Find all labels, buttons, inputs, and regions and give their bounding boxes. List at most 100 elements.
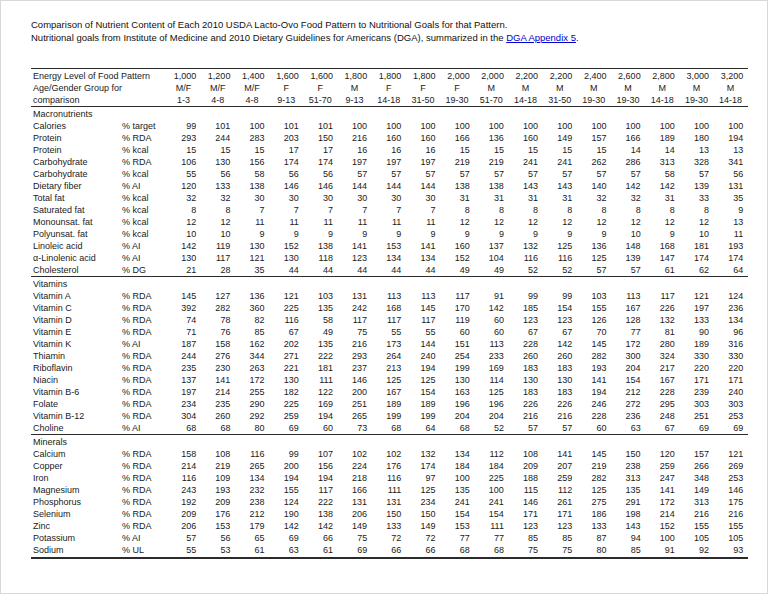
col-age-0: 1-3 [167,94,201,107]
value-cell: 138 [304,508,338,520]
value-cell: 52 [543,264,577,277]
value-cell: 123 [543,520,577,532]
value-cell: 199 [406,410,440,422]
value-cell: 152 [646,520,680,532]
value-cell: 103 [304,290,338,302]
table-row: Polyunsat. fat% kcal10109999999999910910… [31,228,748,240]
value-cell: 60 [577,422,611,435]
nutrient-unit: % DG [120,264,167,277]
value-cell: 189 [680,338,714,350]
nutrient-unit: % RDA [120,386,167,398]
value-cell: 261 [543,496,577,508]
value-cell: 183 [509,362,543,374]
value-cell: 176 [201,508,235,520]
nutrient-unit: % kcal [120,228,167,240]
value-cell: 154 [406,386,440,398]
value-cell: 141 [543,448,577,460]
value-cell: 169 [475,362,509,374]
table-row: Riboflavin% RDA2352302632211812372131941… [31,362,748,374]
value-cell: 174 [304,156,338,168]
value-cell: 172 [235,374,269,386]
table-row: Carbohydrate% kcal5556585656575757575757… [31,168,748,180]
value-cell: 244 [167,350,201,362]
col-energy-6: 1,800 [372,69,406,83]
value-cell: 100 [372,120,406,132]
value-cell: 160 [372,132,406,144]
value-cell: 9 [270,228,304,240]
nutrient-label: Total fat [31,192,120,204]
dga-appendix-link[interactable]: DGA Appendix 5 [506,32,576,43]
value-cell: 101 [270,120,304,132]
value-cell: 137 [167,374,201,386]
value-cell: 238 [611,460,645,472]
value-cell: 113 [372,290,406,302]
nutrient-unit: % target [120,120,167,132]
value-cell: 157 [680,448,714,460]
value-cell: 228 [577,410,611,422]
col-age-2: 4-8 [235,94,269,107]
value-cell: 149 [680,484,714,496]
value-cell: 109 [201,472,235,484]
value-cell: 78 [201,314,235,326]
nutrient-unit: % RDA [120,448,167,460]
value-cell: 219 [201,460,235,472]
value-cell: 66 [304,532,338,544]
section-title: Vitamins [31,277,748,291]
value-cell: 30 [235,192,269,204]
table-header: Energy Level of Food Pattern1,0001,2001,… [31,69,748,107]
table-row: Potassium% AI575665696675727277778585879… [31,532,748,544]
value-cell: 265 [338,410,372,422]
value-cell: 206 [338,508,372,520]
value-cell: 32 [167,192,201,204]
value-cell: 119 [441,314,475,326]
value-cell: 125 [577,484,611,496]
value-cell: 8 [167,204,201,216]
value-cell: 28 [201,264,235,277]
value-cell: 67 [646,422,680,435]
value-cell: 328 [680,156,714,168]
value-cell: 125 [543,240,577,252]
nutrient-label: Carbohydrate [31,156,120,168]
value-cell: 15 [543,144,577,156]
value-cell: 180 [680,132,714,144]
value-cell: 145 [167,290,201,302]
value-cell: 52 [509,264,543,277]
value-cell: 49 [441,264,475,277]
value-cell: 134 [714,314,748,326]
value-cell: 100 [441,472,475,484]
value-cell: 392 [167,302,201,314]
value-cell: 138 [441,180,475,192]
nutrient-unit: % AI [120,180,167,192]
value-cell: 226 [509,398,543,410]
value-cell: 96 [714,326,748,338]
value-cell: 9 [475,228,509,240]
value-cell: 134 [406,252,440,264]
value-cell: 75 [338,532,372,544]
value-cell: 117 [406,314,440,326]
value-cell: 60 [475,314,509,326]
value-cell: 44 [372,264,406,277]
value-cell: 68 [441,544,475,558]
value-cell: 226 [646,302,680,314]
value-cell: 116 [270,314,304,326]
value-cell: 152 [441,252,475,264]
document-title: Comparison of Nutrient Content of Each 2… [31,18,747,31]
value-cell: 72 [372,532,406,544]
value-cell: 10 [611,228,645,240]
header-row-age: comparison1-34-84-89-1351-709-1314-1831-… [31,94,748,107]
value-cell: 142 [475,302,509,314]
value-cell: 199 [372,410,406,422]
value-cell: 118 [304,252,338,264]
value-cell: 263 [235,362,269,374]
value-cell: 303 [680,398,714,410]
value-cell: 184 [441,460,475,472]
value-cell: 149 [406,520,440,532]
value-cell: 283 [235,132,269,144]
col-group-11: M [543,82,577,94]
col-age-14: 14-18 [646,94,680,107]
value-cell: 212 [235,508,269,520]
value-cell: 130 [270,374,304,386]
value-cell: 30 [338,192,372,204]
nutrient-label: Sodium [31,544,120,558]
value-cell: 7 [338,204,372,216]
